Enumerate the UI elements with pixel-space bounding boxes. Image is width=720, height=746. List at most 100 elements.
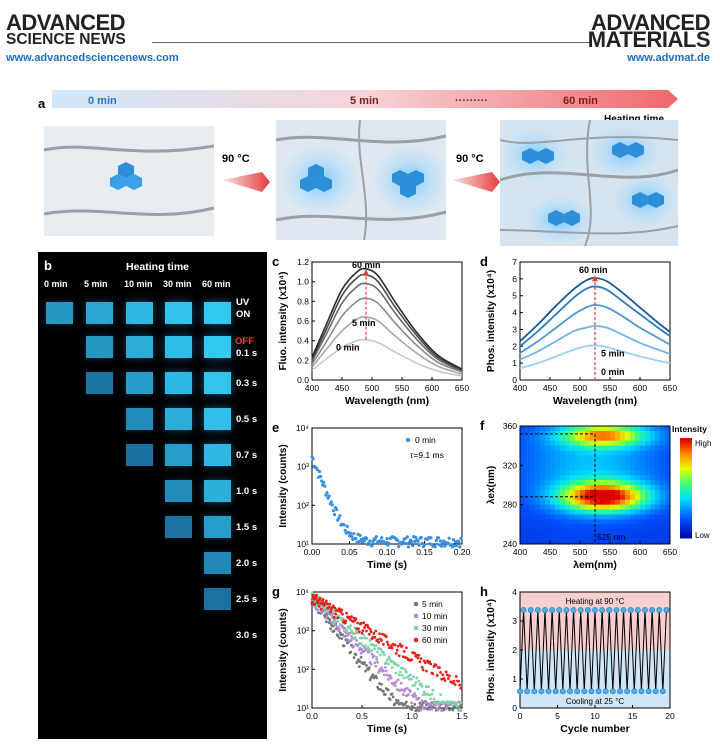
heat-cell xyxy=(570,524,576,530)
heat-cell xyxy=(640,470,646,476)
glow-square xyxy=(165,444,192,466)
colorbar-cell xyxy=(680,478,692,481)
data-point xyxy=(609,688,616,695)
data-point xyxy=(389,644,393,648)
heat-cell xyxy=(590,426,596,432)
data-point xyxy=(394,652,398,655)
y-tick-label: 0 xyxy=(512,375,517,385)
data-point xyxy=(642,607,648,613)
heat-cell xyxy=(620,426,626,432)
panel-b-label: b xyxy=(44,258,52,273)
heat-cell xyxy=(610,514,616,520)
x-tick-label: 0.05 xyxy=(341,547,358,557)
left-url[interactable]: www.advancedsciencenews.com xyxy=(6,52,179,64)
heat-cell xyxy=(620,494,626,501)
series-line-1 xyxy=(311,316,463,375)
timeline-5min: 5 min xyxy=(350,95,379,107)
x-axis-label: Wavelength (nm) xyxy=(345,395,429,407)
x-tick-label: 500 xyxy=(573,547,587,557)
heat-cell xyxy=(625,426,631,432)
heat-cell xyxy=(520,460,526,466)
heat-cell xyxy=(555,470,561,476)
data-point xyxy=(656,607,663,613)
heat-cell xyxy=(665,460,671,466)
data-point xyxy=(390,646,394,650)
heat-cell xyxy=(540,426,546,432)
data-point xyxy=(375,676,379,680)
heat-cell xyxy=(540,489,546,496)
glow-square xyxy=(165,336,192,358)
data-point xyxy=(359,651,363,655)
heat-cell xyxy=(565,485,571,491)
heat-cell xyxy=(575,539,581,545)
heat-cell xyxy=(610,455,616,461)
right-url[interactable]: www.advmat.de xyxy=(627,52,710,64)
data-point xyxy=(430,707,434,711)
x-tick-label: 20 xyxy=(665,711,675,721)
data-point xyxy=(324,493,328,497)
heat-cell xyxy=(540,475,546,481)
heat-cell xyxy=(620,455,626,461)
data-point xyxy=(367,666,371,670)
data-point xyxy=(315,593,319,597)
heat-cell xyxy=(635,465,641,471)
heat-cell xyxy=(550,529,556,535)
heat-cell xyxy=(560,445,566,452)
data-point xyxy=(439,671,442,674)
data-point xyxy=(444,670,448,674)
heat-cell xyxy=(630,480,636,486)
heat-cell xyxy=(645,509,651,515)
heat-cell xyxy=(655,539,661,545)
heat-cell xyxy=(560,435,566,442)
heat-cell xyxy=(550,450,556,456)
heat-cell xyxy=(610,430,616,437)
heat-cell xyxy=(535,524,541,530)
colorbar-cell xyxy=(680,473,692,476)
heat-cell xyxy=(540,519,546,525)
heat-cell xyxy=(525,534,531,540)
heat-cell xyxy=(530,426,536,432)
data-point xyxy=(362,621,366,625)
heat-cell xyxy=(620,519,626,525)
colorbar-cell xyxy=(680,535,692,539)
data-point xyxy=(354,653,358,656)
data-point xyxy=(410,539,414,544)
data-point xyxy=(531,688,538,695)
heat-cell xyxy=(595,499,601,506)
heat-cell xyxy=(610,450,616,456)
heat-cell xyxy=(570,465,576,471)
heat-cell xyxy=(580,519,586,525)
data-point xyxy=(424,669,428,673)
data-point xyxy=(381,669,385,673)
legend-marker xyxy=(405,437,411,443)
heat-cell xyxy=(655,485,661,491)
heat-cell xyxy=(655,430,661,437)
heat-cell xyxy=(595,539,601,545)
heat-cell xyxy=(530,519,536,525)
heat-cell xyxy=(650,504,656,511)
heat-cell xyxy=(545,445,551,452)
heat-cell xyxy=(650,499,656,506)
data-point xyxy=(389,660,393,663)
heat-cell xyxy=(560,485,566,491)
heat-cell xyxy=(580,445,586,452)
heat-cell xyxy=(565,539,571,545)
glow-square xyxy=(165,408,192,430)
heat-cell xyxy=(605,494,611,501)
data-point xyxy=(332,609,336,613)
heat-cell xyxy=(640,475,646,481)
right-logo-line2: MATERIALS xyxy=(587,27,711,52)
heat-cell xyxy=(630,509,636,515)
colorbar-cell xyxy=(680,500,692,504)
data-point xyxy=(415,708,419,712)
heat-cell xyxy=(640,440,646,447)
data-point xyxy=(428,693,432,697)
heat-cell xyxy=(660,519,666,525)
x-tick-label: 500 xyxy=(365,383,379,393)
data-point xyxy=(327,605,331,609)
heat-cell xyxy=(665,475,671,481)
heat-cell xyxy=(645,534,651,540)
data-point xyxy=(357,539,361,544)
heat-cell xyxy=(545,460,551,466)
data-point xyxy=(323,484,327,488)
